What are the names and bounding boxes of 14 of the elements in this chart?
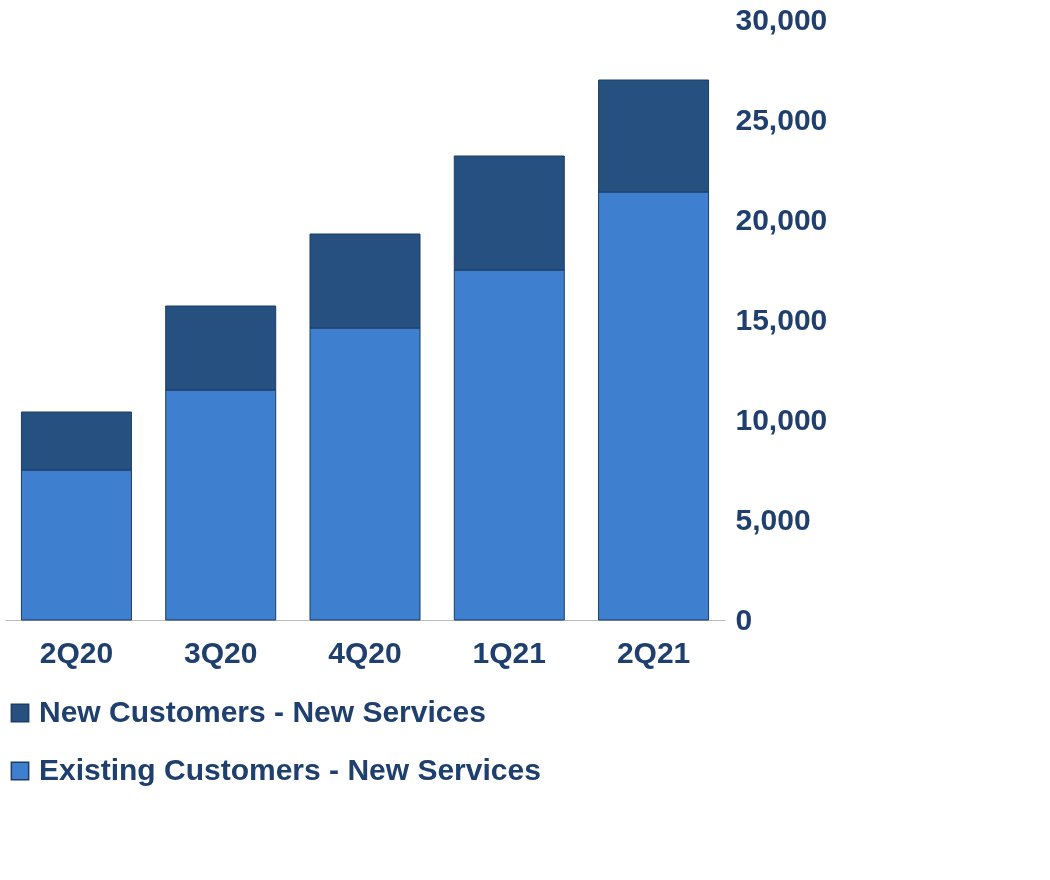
y-tick-label: 0: [735, 602, 753, 636]
y-tick-label: 30,000: [735, 2, 828, 36]
y-tick-label: 15,000: [735, 302, 828, 336]
legend-label: New Customers - New Services: [39, 695, 486, 728]
y-tick-label: 10,000: [735, 402, 828, 436]
x-tick-label: 2Q20: [39, 635, 114, 669]
x-tick-label: 4Q20: [328, 635, 402, 669]
y-tick-label: 25,000: [735, 102, 828, 136]
y-tick-label: 5,000: [735, 502, 811, 536]
x-tick-label: 1Q21: [472, 635, 546, 669]
y-tick-label: 20,000: [735, 202, 828, 236]
x-tick-label: 2Q21: [616, 635, 691, 669]
legend-label: Existing Customers - New Services: [39, 753, 541, 786]
x-tick-label: 3Q20: [184, 635, 258, 669]
